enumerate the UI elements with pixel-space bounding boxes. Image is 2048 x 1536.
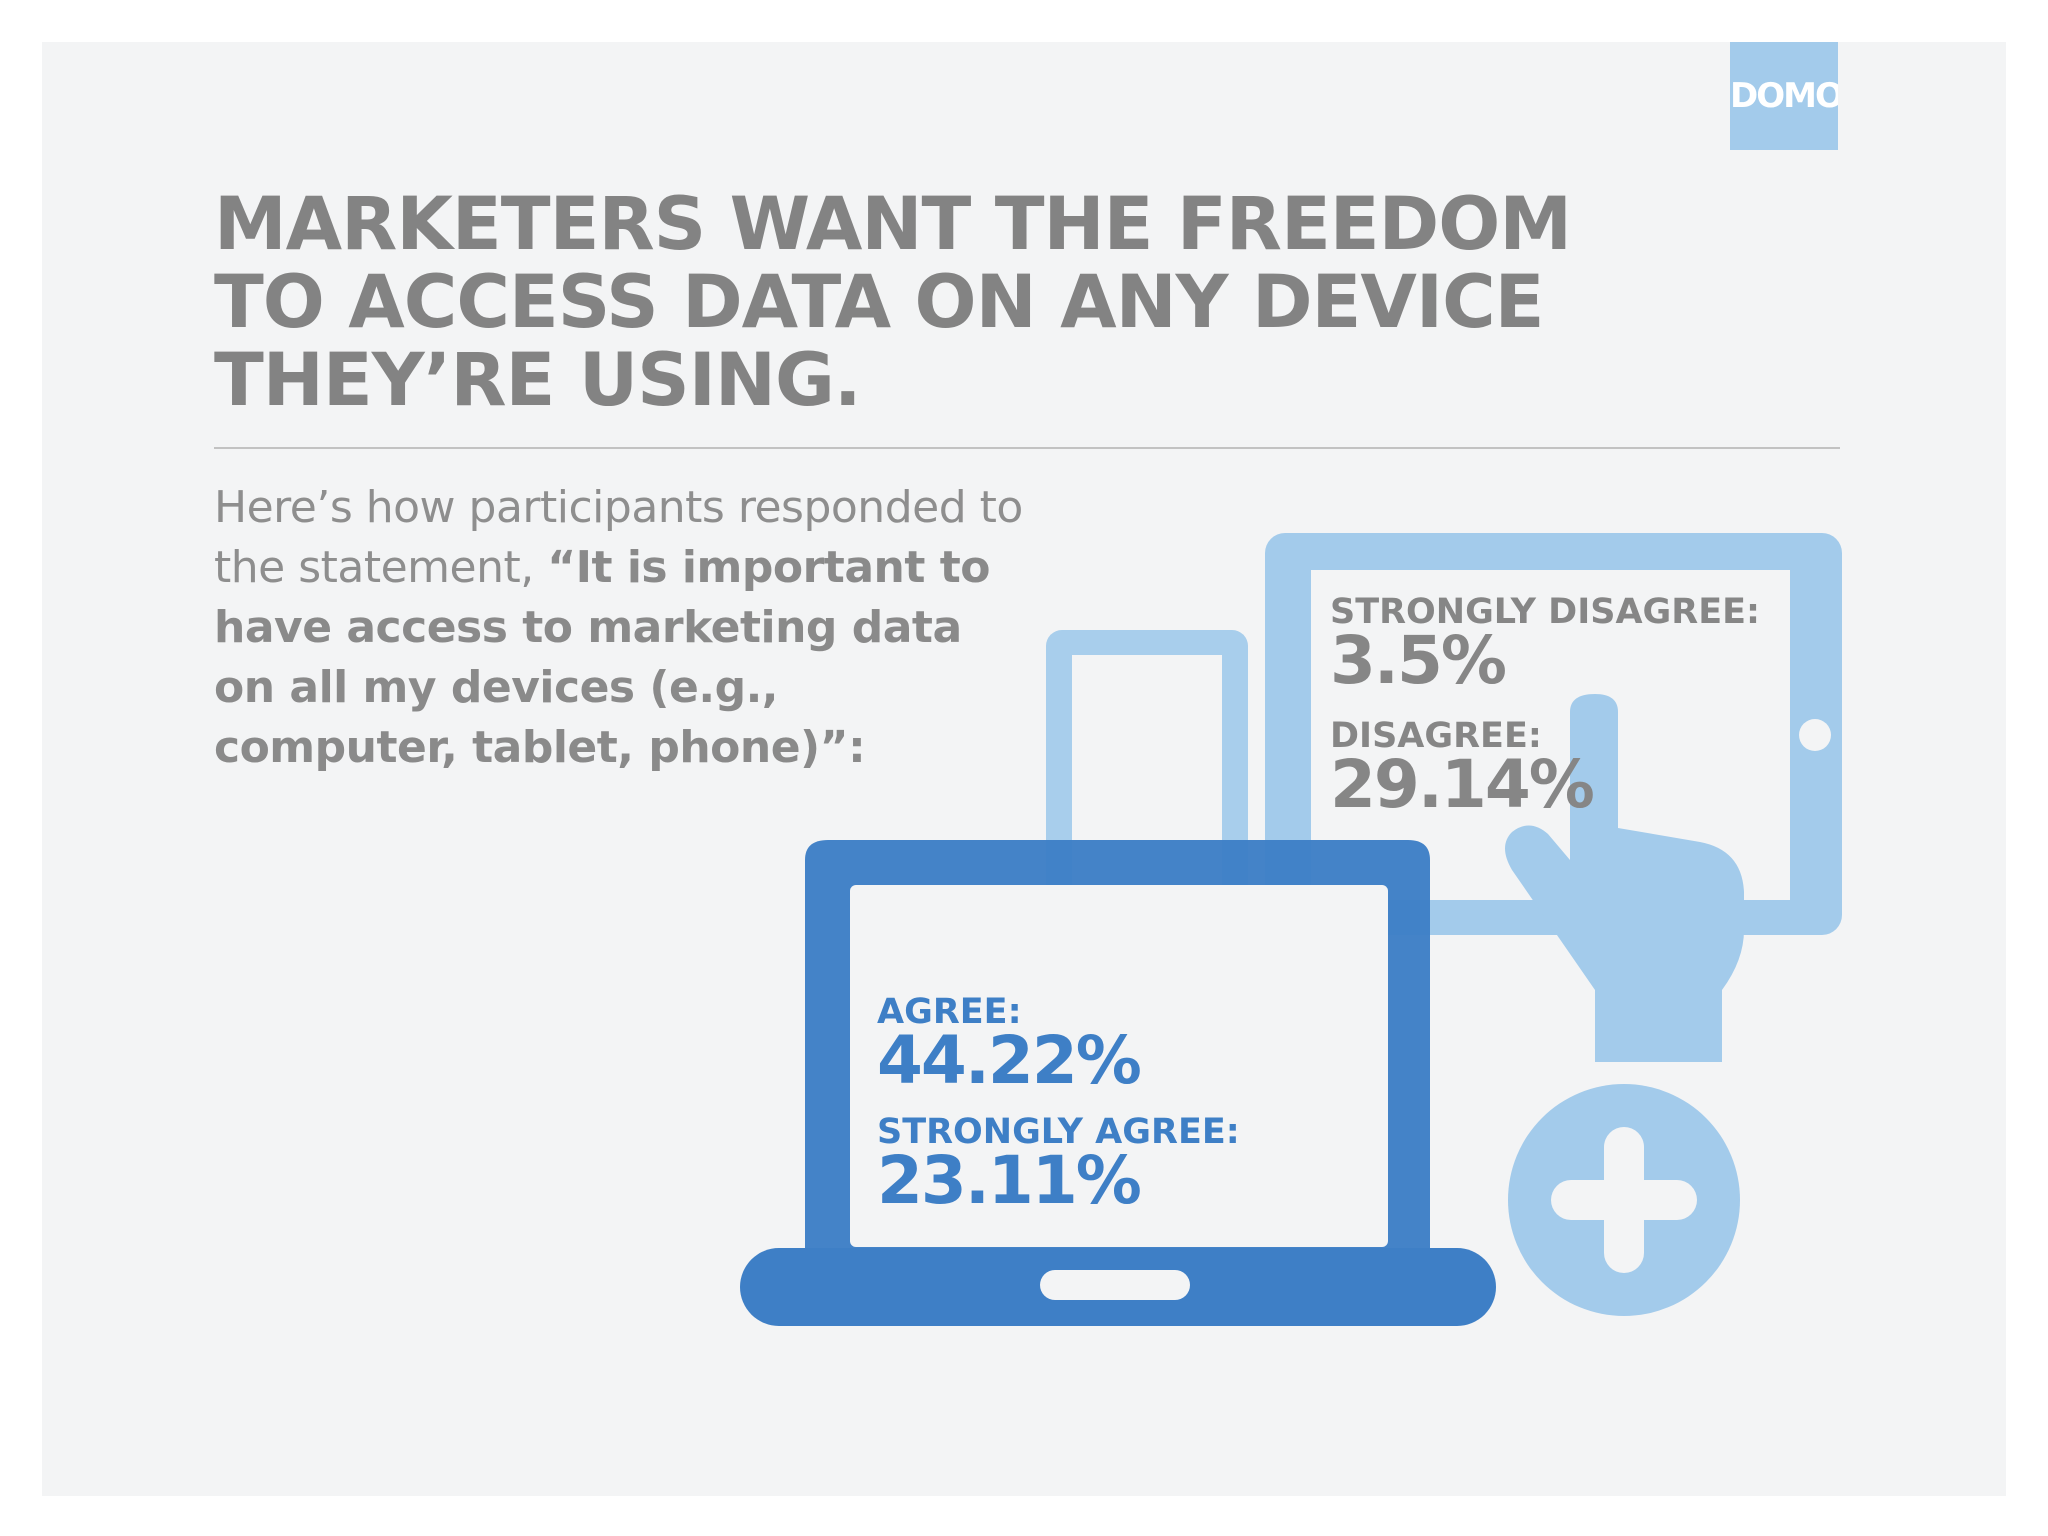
domo-logo: DOMO <box>1730 42 1838 150</box>
disagree-value: 29.14% <box>1330 746 1595 823</box>
disagree-label: DISAGREE: <box>1330 716 1542 756</box>
agree-value: 44.22% <box>877 1022 1142 1099</box>
headline-line: THEY’RE USING. <box>214 338 862 423</box>
agree-label: AGREE: <box>877 992 1022 1032</box>
intro-quote: “It is important to have access to marke… <box>214 542 990 773</box>
headline-line: TO ACCESS DATA ON ANY DEVICE <box>214 260 1545 345</box>
strongly-disagree-value: 3.5% <box>1330 622 1507 699</box>
laptop-icon <box>740 840 1496 1326</box>
intro-text: Here’s how participants responded to the… <box>214 478 1034 778</box>
headline-line: MARKETERS WANT THE FREEDOM <box>214 182 1572 267</box>
pointing-hand-icon <box>1505 694 1744 1062</box>
strongly-agree-value: 23.11% <box>877 1142 1142 1219</box>
divider <box>214 447 1840 449</box>
intro-lead: Here’s how participants responded to the… <box>214 482 1023 593</box>
headline: MARKETERS WANT THE FREEDOM TO ACCESS DAT… <box>214 182 1572 423</box>
plus-circle-icon <box>1508 1084 1740 1316</box>
strongly-agree-label: STRONGLY AGREE: <box>877 1112 1240 1152</box>
strongly-disagree-label: STRONGLY DISAGREE: <box>1330 592 1761 632</box>
